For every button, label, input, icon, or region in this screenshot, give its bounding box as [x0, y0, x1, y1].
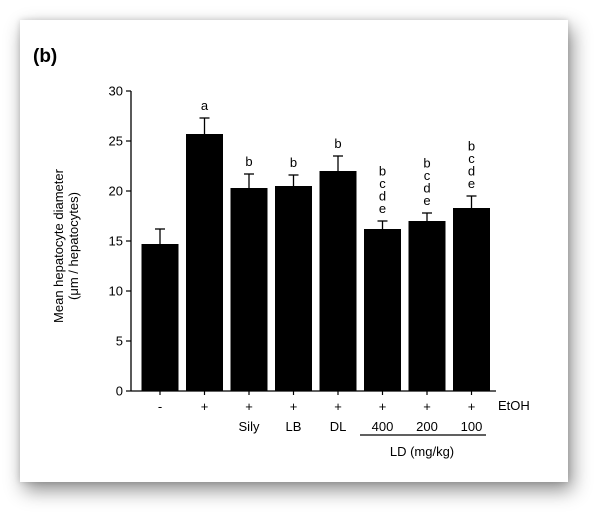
- etoh-sign-label: +: [201, 399, 209, 414]
- treatment-label: 400: [372, 419, 394, 434]
- treatment-label: 100: [461, 419, 483, 434]
- y-tick-label: 5: [116, 334, 123, 349]
- etoh-sign-label: +: [334, 399, 342, 414]
- etoh-sign-label: +: [423, 399, 431, 414]
- y-tick-label: 10: [109, 284, 123, 299]
- bar: [408, 221, 446, 391]
- etoh-sign-label: -: [158, 399, 162, 414]
- treatment-label: Sily: [239, 419, 260, 434]
- significance-letter: e: [379, 201, 386, 216]
- significance-letter: c: [424, 168, 431, 183]
- etoh-sign-label: +: [468, 399, 476, 414]
- bar: [275, 186, 312, 391]
- y-tick-label: 20: [109, 184, 123, 199]
- significance-letter: b: [290, 155, 297, 170]
- significance-letter: a: [201, 98, 209, 113]
- figure-card: (b) Mean hepatocyte diameter (μm / hepat…: [20, 20, 568, 482]
- etoh-row-label: EtOH: [498, 398, 530, 413]
- group-label: LD (mg/kg): [390, 444, 454, 459]
- y-axis-label-line2: (μm / hepatocytes): [66, 192, 81, 300]
- significance-letter: b: [423, 156, 430, 171]
- significance-letter: d: [379, 189, 386, 204]
- y-tick-label: 15: [109, 234, 123, 249]
- significance-letter: c: [379, 176, 386, 191]
- bar: [141, 244, 179, 391]
- y-axis-label-line1: Mean hepatocyte diameter: [51, 168, 66, 323]
- significance-letter: e: [423, 193, 430, 208]
- etoh-sign-label: +: [290, 399, 298, 414]
- x-axis-labels: - + + Sily + LB + DL +400 +200 +100: [158, 391, 483, 434]
- etoh-sign-label: +: [379, 399, 387, 414]
- significance-letter: c: [468, 151, 475, 166]
- bar: [319, 171, 357, 391]
- treatment-label: DL: [330, 419, 347, 434]
- bar: [230, 188, 268, 391]
- bar: [364, 229, 401, 391]
- significance-letter: d: [423, 181, 430, 196]
- significance-letter: b: [379, 164, 386, 179]
- y-tick-label: 0: [116, 384, 123, 399]
- treatment-label: 200: [416, 419, 438, 434]
- significance-letter: b: [245, 154, 252, 169]
- bar-chart: (b) Mean hepatocyte diameter (μm / hepat…: [33, 46, 530, 459]
- etoh-sign-label: +: [245, 399, 253, 414]
- significance-letter: b: [334, 136, 341, 151]
- significance-letter: e: [468, 176, 475, 191]
- bar: [453, 208, 490, 391]
- significance-letter: b: [468, 139, 475, 154]
- significance-letter: d: [468, 164, 475, 179]
- y-tick-label: 25: [109, 134, 123, 149]
- bar: [186, 134, 223, 391]
- treatment-label: LB: [286, 419, 302, 434]
- y-tick-label: 30: [109, 84, 123, 99]
- panel-label: (b): [33, 46, 57, 67]
